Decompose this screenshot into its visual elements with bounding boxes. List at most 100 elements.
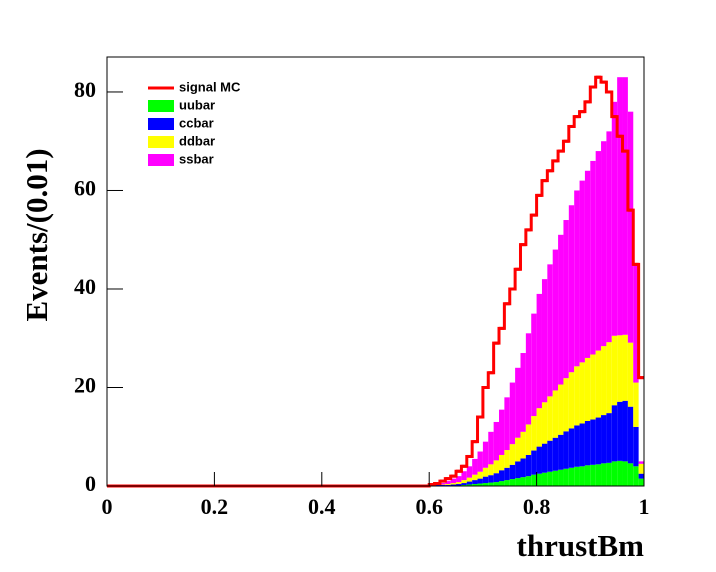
histogram-bar	[638, 463, 644, 474]
histogram-bar	[611, 335, 618, 406]
y-tick-label: 80	[74, 77, 96, 102]
histogram-bar	[547, 471, 553, 486]
histogram-bar	[515, 437, 521, 462]
histogram-bar	[509, 479, 516, 486]
histogram-bar	[515, 367, 521, 438]
histogram-bar	[595, 464, 602, 486]
histogram-bar	[439, 483, 446, 485]
histogram-bar	[558, 234, 564, 385]
histogram-bar	[563, 431, 569, 469]
histogram-bar	[547, 440, 553, 472]
histogram-bar	[520, 431, 526, 459]
legend-swatch	[148, 136, 174, 148]
histogram-bar	[477, 451, 483, 472]
histogram-bar	[536, 408, 542, 447]
histogram-bar	[633, 264, 639, 383]
x-axis-title: thrustBm	[517, 528, 645, 563]
histogram-bar	[617, 335, 623, 402]
histogram-bar	[520, 477, 526, 486]
histogram-bar	[622, 334, 628, 401]
histogram-bar	[445, 484, 451, 486]
histogram-bar	[633, 426, 639, 467]
histogram-bar	[541, 279, 548, 403]
histogram-bar	[488, 431, 494, 465]
plot-frame	[106, 56, 645, 487]
histogram-bar	[525, 424, 532, 455]
legend-label: ccbar	[179, 115, 214, 130]
histogram-bar	[558, 469, 564, 486]
histogram-bar	[622, 77, 628, 335]
histogram-bar	[509, 444, 516, 465]
legend-swatch	[148, 154, 174, 166]
histogram-bar	[472, 484, 478, 486]
legend-label: ddbar	[179, 133, 215, 148]
histogram-bar	[595, 417, 602, 465]
histogram-bar	[627, 406, 634, 464]
histogram-bar	[536, 293, 542, 409]
histogram-bar	[472, 480, 478, 485]
histogram-bar	[531, 313, 537, 417]
histogram-bar	[622, 461, 628, 486]
histogram-bar	[606, 131, 612, 343]
histogram-bar	[568, 467, 575, 486]
histogram-bar	[525, 333, 532, 425]
histogram-bar	[477, 471, 483, 479]
histogram-bar	[531, 474, 537, 486]
histogram-bar	[504, 450, 510, 468]
legend-label: ssbar	[179, 151, 214, 166]
histogram-bar	[547, 264, 553, 397]
histogram-bar	[488, 464, 494, 476]
histogram-bar	[617, 460, 623, 486]
histogram-bar	[461, 471, 467, 481]
histogram-bar	[601, 463, 607, 486]
histogram-bar	[515, 478, 521, 486]
histogram-bar	[461, 483, 467, 486]
histogram-bar	[638, 461, 644, 464]
histogram-bar	[638, 478, 644, 486]
histogram-bar	[590, 160, 596, 355]
histogram-bar	[472, 474, 478, 481]
x-tick-label: 0.2	[201, 494, 229, 519]
histogram-bar	[493, 482, 500, 486]
histogram-bar	[552, 249, 559, 391]
histogram-bar	[617, 77, 623, 336]
y-axis-title: Events/(0.01)	[19, 148, 54, 321]
histogram-bar	[590, 419, 596, 465]
histogram-bar	[627, 463, 634, 486]
histogram-bar	[509, 464, 516, 480]
histogram-bar	[590, 464, 596, 486]
histogram-bar	[477, 478, 483, 484]
histogram-bar	[611, 101, 618, 336]
legend-swatch	[148, 100, 174, 112]
y-tick-label: 20	[74, 373, 96, 398]
histogram-bar	[456, 476, 462, 483]
histogram-bar	[493, 473, 500, 483]
histogram-bar	[595, 151, 602, 351]
legend-label: signal MC	[179, 79, 241, 94]
y-tick-label: 40	[74, 274, 96, 299]
histogram-bar	[541, 443, 548, 473]
histogram-bar	[552, 437, 559, 471]
histogram-bar	[579, 466, 585, 486]
y-tick-label: 0	[85, 471, 96, 496]
histogram-bar	[504, 467, 510, 481]
histogram-bar	[584, 170, 591, 358]
histogram-bar	[601, 415, 607, 464]
legend-label: uubar	[179, 97, 215, 112]
histogram-bar	[466, 484, 473, 486]
histogram-bar	[601, 141, 607, 347]
histogram-bar	[504, 397, 510, 451]
histogram-bar	[536, 473, 542, 486]
histogram-bar	[601, 346, 607, 416]
histogram-bar	[547, 396, 553, 441]
histogram-bar	[520, 353, 526, 432]
histogram-bar	[584, 357, 591, 421]
histogram-bar	[525, 454, 532, 477]
histogram-bar	[633, 382, 639, 427]
histogram-bar	[558, 434, 564, 470]
histogram-bar	[590, 354, 596, 420]
histogram-bar	[504, 480, 510, 486]
x-tick-label: 0.4	[308, 494, 336, 519]
histogram-bar	[568, 205, 575, 373]
